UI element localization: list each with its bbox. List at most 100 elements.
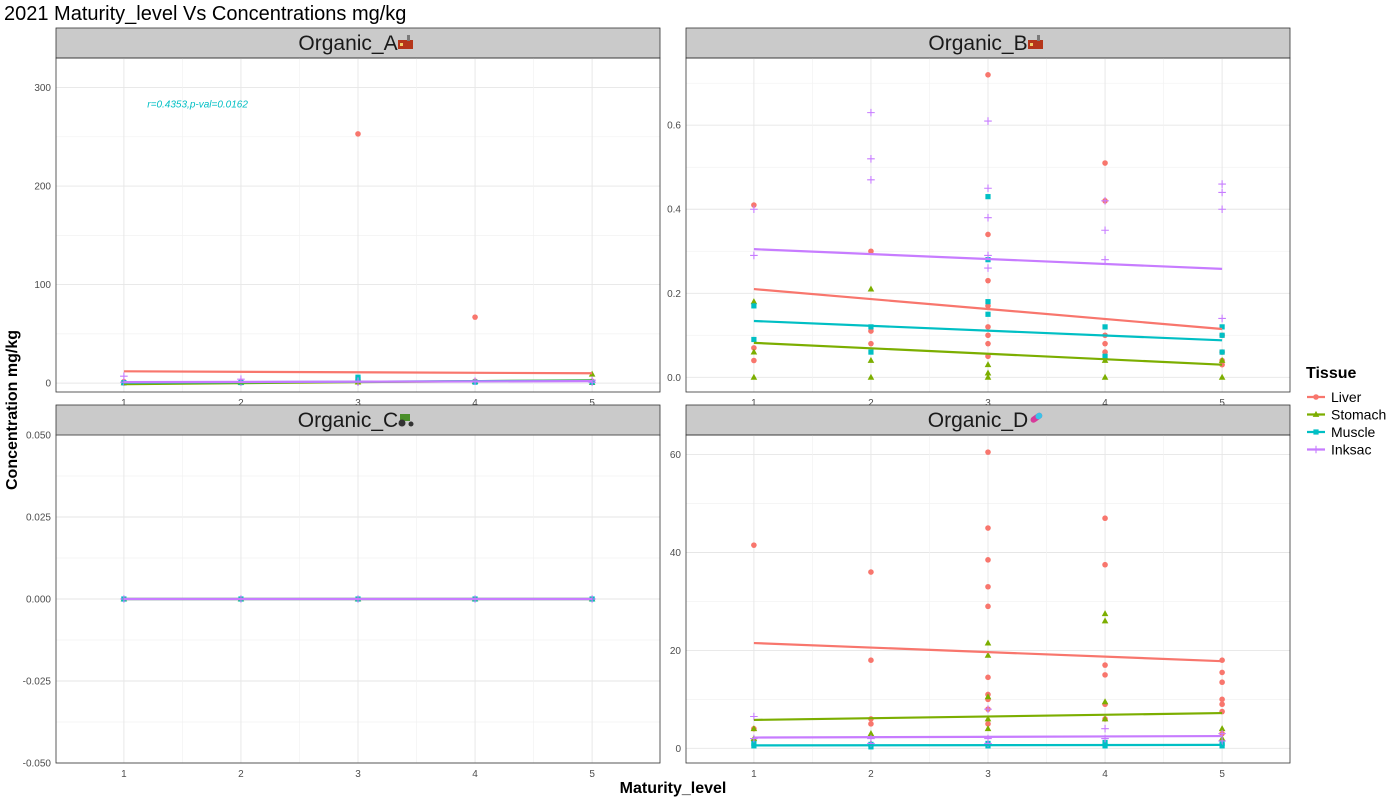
data-point-liver [751,357,757,364]
data-point-liver [868,721,874,727]
trend-line-inksac [123,380,593,384]
data-point-muscle [1102,353,1108,359]
data-point-liver [1102,672,1108,678]
y-tick-label: 0.025 [26,513,51,524]
factory-icon [1028,35,1043,49]
legend-label-muscle: Muscle [1331,424,1376,440]
data-point-stomach [588,370,596,377]
y-tick-label: 0 [675,744,681,755]
data-point-liver [985,721,991,727]
data-point-inksac [984,184,992,193]
x-tick-label: 1 [751,769,757,780]
x-tick-label: 5 [589,398,595,409]
data-point-inksac [867,176,875,184]
panel-strip [685,27,1291,59]
data-point-inksac [1218,737,1226,745]
trend-line-liver [123,370,593,375]
x-tick-label: 5 [1219,769,1225,780]
data-point-inksac [984,213,992,222]
y-axis-title: Concentration mg/kg [4,330,21,490]
data-point-liver [472,314,478,320]
panel-organic_d: Organic_D 1 2 3 4 5 0 20 40 60 [670,404,1291,780]
x-tick-label: 4 [1102,769,1108,780]
data-point-inksac [1218,314,1226,323]
panel-organic_b: Organic_B 1 2 3 4 5 0.0 0.2 0.4 0.6 [667,27,1291,409]
data-point-inksac [867,155,875,163]
data-point-liver [355,131,361,137]
y-tick-label: 0.000 [26,595,51,606]
data-point-stomach [1101,698,1109,705]
data-point-liver [1219,701,1225,708]
data-point-liver [985,557,991,563]
data-point-muscle [1102,739,1108,746]
factory-body [1028,40,1043,49]
data-point-stomach [984,651,992,658]
panel-border [685,57,1291,393]
panel-title: Organic_C [298,409,398,432]
data-point-liver [868,340,874,347]
x-tick-label: 5 [1219,398,1225,409]
factory-icon [398,35,413,49]
trend-line-inksac [753,248,1223,271]
data-point-inksac [1218,205,1226,214]
data-point-liver [1102,515,1108,522]
panel-title: Organic_B [928,32,1027,55]
data-point-liver [1102,662,1108,668]
data-point-stomach [1101,610,1109,617]
trend-line-liver [753,641,1223,663]
y-tick-label: 100 [34,280,51,291]
data-point-muscle [985,311,991,317]
data-point-liver [985,332,991,339]
tractor-wheel-front [408,421,414,427]
panel-title: Organic_A [298,32,397,55]
panel-border [55,434,661,764]
x-tick-label: 1 [121,398,127,409]
legend-label-liver: Liver [1331,389,1362,405]
data-point-muscle [1102,324,1108,330]
legend-key-marker-stomach [1312,410,1320,417]
x-axis-title: Maturity_level [620,780,727,797]
legend-key-marker-inksac [1312,445,1320,454]
data-point-stomach [750,298,758,305]
y-tick-label: 20 [670,646,682,657]
data-point-stomach [984,725,992,732]
data-point-stomach [984,361,992,368]
data-point-stomach [984,715,992,722]
data-point-inksac [867,108,875,117]
data-point-stomach [1218,373,1226,380]
panel-title: Organic_D [928,409,1028,432]
data-point-inksac [1218,180,1226,188]
data-point-liver [985,674,991,681]
data-point-liver [985,525,991,531]
data-point-stomach [1101,617,1109,624]
y-tick-label: 300 [34,83,51,94]
data-point-liver [1219,669,1225,676]
y-tick-label: -0.050 [23,759,52,770]
data-point-muscle [868,349,874,355]
data-point-inksac [1101,255,1109,264]
data-point-muscle [1219,324,1225,330]
pill-right [1035,412,1043,420]
data-point-muscle [985,299,991,305]
data-point-liver [985,231,991,238]
x-tick-label: 3 [355,398,361,409]
y-tick-label: 200 [34,182,51,193]
data-point-liver [1102,349,1108,355]
data-point-inksac [1218,729,1226,738]
data-point-liver [985,583,991,590]
data-point-stomach [984,693,992,700]
y-tick-label: 0.0 [667,373,681,384]
panel-organic_a: Organic_A 1 2 3 4 5 0 100 200 300 r=0.4353,p-val=0… [34,27,661,409]
data-point-muscle [751,303,757,309]
correlation-annotation: r=0.4353,p-val=0.0162 [147,99,248,110]
data-point-liver [985,277,991,284]
x-tick-label: 5 [589,769,595,780]
data-point-stomach [984,369,992,376]
x-tick-label: 2 [238,398,244,409]
legend-label-inksac: Inksac [1331,442,1371,458]
data-point-liver [985,603,991,610]
data-point-stomach [750,348,758,355]
data-point-stomach [984,639,992,646]
y-tick-label: 0.050 [26,431,51,442]
